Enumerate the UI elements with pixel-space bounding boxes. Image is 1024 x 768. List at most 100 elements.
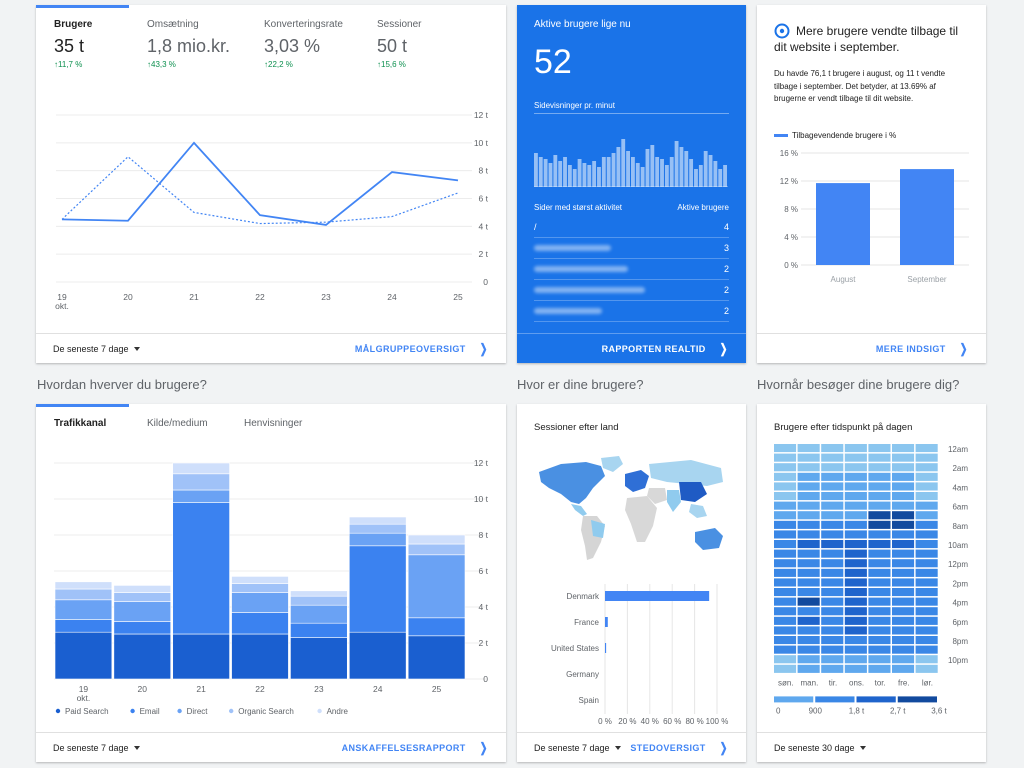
pageview-bar	[694, 169, 698, 187]
bar-segment-organic-search	[231, 583, 289, 593]
bar-segment-direct	[290, 604, 348, 624]
heatmap-cell	[868, 626, 891, 635]
country-bar	[605, 643, 607, 653]
heatmap-cell	[797, 520, 820, 529]
pageview-bar	[679, 147, 684, 187]
metric-change: ↑22,2 %	[264, 60, 293, 69]
bar-segment-organic-search	[172, 473, 230, 491]
heatmap-cell	[915, 482, 938, 491]
heatmap-cell	[844, 444, 867, 453]
bar-segment-direct	[172, 489, 230, 503]
heatmap-cell	[821, 453, 844, 462]
date-range-dropdown[interactable]: De seneste 7 dage	[534, 743, 621, 753]
hour-label: 4pm	[952, 599, 968, 608]
date-range-dropdown[interactable]: De seneste 30 dage	[774, 743, 866, 753]
heatmap-cell	[774, 597, 797, 606]
top-page-row[interactable]: 2	[534, 259, 729, 280]
tab-traffic-channel[interactable]: Trafikkanal	[54, 418, 107, 429]
heatmap-cell	[774, 472, 797, 481]
heatmap-cell	[892, 520, 915, 529]
metric-value: 50 t	[377, 36, 408, 56]
x-tick-label: 22	[255, 292, 265, 302]
arrow-up-icon: ↑	[147, 60, 151, 69]
realtime-report-link[interactable]: RAPPORTEN REALTID ❯	[601, 341, 728, 356]
date-range-dropdown[interactable]: De seneste 7 dage	[53, 743, 140, 753]
pageview-bar	[592, 161, 597, 187]
bar-segment-organic-search	[348, 523, 407, 534]
heatmap-cell	[797, 578, 820, 587]
y-tick-label: 12 %	[780, 177, 798, 186]
y-tick-label: 12 t	[474, 110, 489, 120]
heatmap-cell	[774, 568, 797, 577]
pageview-bar	[713, 161, 718, 187]
hour-label: 12pm	[948, 560, 968, 569]
insight-title: Mere brugere vendte tilbage til dit webs…	[774, 24, 959, 54]
acquisition-report-link[interactable]: ANSKAFFELSESRAPPORT ❯	[341, 740, 488, 755]
metric-tab-sessions[interactable]: Sessioner 50 t ↑15,6 %	[377, 19, 477, 69]
heatmap-cell	[797, 597, 820, 606]
scale-swatch	[856, 696, 896, 703]
heatmap-cell	[844, 482, 867, 491]
scale-tick-label: 0	[776, 706, 781, 715]
world-map	[539, 456, 723, 560]
location-overview-link[interactable]: STEDOVERSIGT ❯	[630, 740, 728, 755]
hour-label: 6am	[952, 503, 968, 512]
y-tick-label: 0 %	[784, 261, 798, 270]
bar-segment-andre	[290, 590, 348, 597]
day-label: tir.	[829, 678, 837, 687]
pageview-bar	[660, 159, 664, 187]
tab-referrals[interactable]: Henvisninger	[244, 418, 303, 429]
heatmap-cell	[915, 597, 938, 606]
heatmap-cell	[868, 588, 891, 597]
metric-tab-revenue[interactable]: Omsætning 1,8 mio.kr. ↑43,3 %	[147, 19, 257, 69]
pageview-bar	[616, 147, 621, 187]
heatmap-cell	[915, 444, 938, 453]
heatmap-cell	[821, 645, 844, 654]
date-range-dropdown[interactable]: De seneste 7 dage	[53, 344, 140, 354]
hour-label: 6pm	[952, 618, 968, 627]
heatmap-cell	[821, 511, 844, 520]
heatmap-cell	[892, 540, 915, 549]
y-tick-label: 16 %	[780, 149, 798, 158]
heatmap-cell	[844, 636, 867, 645]
day-label: fre.	[898, 678, 910, 687]
metric-tab-users[interactable]: Brugere 35 t ↑11,7 %	[54, 19, 144, 69]
heatmap-cell	[915, 453, 938, 462]
bar-segment-andre	[348, 516, 407, 525]
metric-value: 3,03 %	[264, 36, 321, 56]
pageview-bar	[572, 169, 577, 187]
audience-overview-link[interactable]: MÅLGRUPPEOVERSIGT ❯	[354, 341, 488, 356]
top-page-row[interactable]: /4	[534, 217, 729, 238]
metric-tab-conversion[interactable]: Konverteringsrate 3,03 % ↑22,2 %	[264, 19, 384, 69]
page-active-users: 4	[723, 222, 729, 232]
tab-source-medium[interactable]: Kilde/medium	[147, 418, 208, 429]
realtime-card: Aktive brugere lige nu 52 Sidevisninger …	[517, 5, 746, 363]
caret-down-icon	[614, 745, 621, 750]
heatmap-cell	[797, 444, 820, 453]
heatmap-cell	[892, 568, 915, 577]
heatmap-cell	[797, 530, 820, 539]
heatmap-cell	[915, 559, 938, 568]
more-insight-link[interactable]: MERE INDSIGT ❯	[875, 341, 968, 356]
divider	[534, 113, 729, 114]
x-tick-label: August	[831, 275, 857, 284]
legend-label: Direct	[187, 707, 209, 716]
hour-label: 12am	[948, 445, 968, 454]
map-north-america	[539, 462, 605, 504]
top-page-row[interactable]: 2	[534, 280, 729, 301]
heatmap-cell	[915, 636, 938, 645]
top-page-row[interactable]: 2	[534, 301, 729, 322]
heatmap-cell	[821, 472, 844, 481]
pageview-bar	[606, 157, 611, 187]
arrow-up-icon: ↑	[377, 60, 381, 69]
heatmap-cell	[844, 540, 867, 549]
legend-dot	[317, 708, 322, 714]
heatmap-cell	[844, 520, 867, 529]
pageview-bar	[703, 151, 708, 187]
acquisition-section-title: Hvordan hverver du brugere?	[37, 377, 207, 392]
heatmap-cell	[892, 444, 915, 453]
pageview-bar	[538, 157, 543, 187]
x-tick-label: 20 %	[618, 717, 636, 724]
top-page-row[interactable]: 3	[534, 238, 729, 259]
heatmap-cell	[915, 472, 938, 481]
